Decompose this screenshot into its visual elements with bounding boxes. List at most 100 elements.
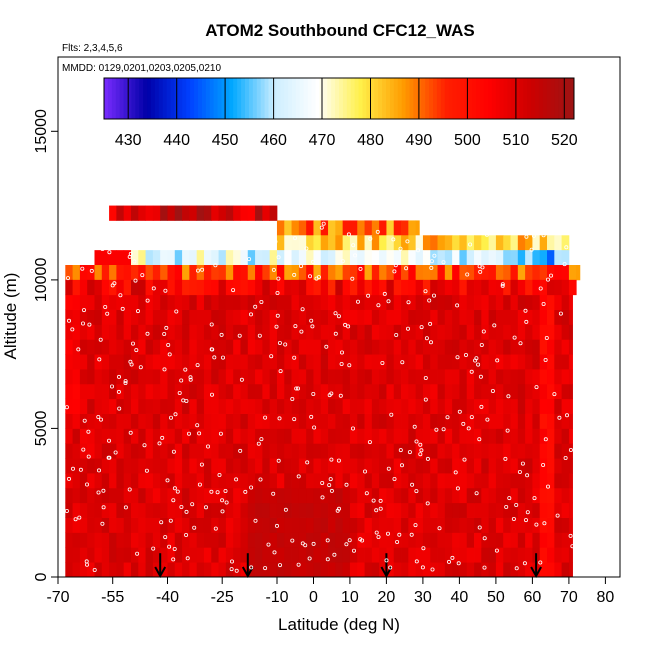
sample-point [455, 355, 460, 360]
colorbar-swatch [476, 78, 481, 119]
sample-point [107, 455, 112, 460]
heatmap-cell [145, 250, 154, 266]
heatmap-cell [291, 369, 300, 385]
heatmap-cell [422, 339, 431, 355]
heatmap-cell [488, 250, 497, 266]
heatmap-cell [568, 547, 573, 563]
heatmap-cell [79, 294, 88, 310]
heatmap-cell [87, 428, 95, 444]
heatmap-cell [291, 428, 300, 444]
colorbar-swatch [460, 78, 465, 119]
heatmap-cell [152, 428, 161, 444]
colorbar-swatch [268, 78, 273, 119]
heatmap-cell [203, 443, 212, 459]
heatmap-cell [364, 562, 373, 578]
heatmap-cell [225, 532, 234, 548]
sample-point [423, 397, 428, 402]
sample-point [253, 518, 258, 523]
heatmap-cell [262, 473, 271, 489]
sample-point [382, 291, 387, 296]
heatmap-cell [196, 309, 205, 325]
heatmap-cell [379, 250, 387, 266]
heatmap-cell [437, 279, 446, 296]
heatmap-cell [152, 443, 161, 459]
heatmap-cell [101, 369, 110, 385]
heatmap-cell [466, 443, 475, 459]
heatmap-cell [386, 473, 395, 489]
sample-point [346, 232, 351, 237]
sample-point [237, 333, 242, 338]
heatmap-cell [342, 235, 351, 251]
heatmap-cell [298, 428, 307, 444]
heatmap-cell [284, 502, 292, 518]
sample-point [395, 540, 400, 545]
heatmap-cell [276, 250, 285, 266]
colorbar-swatch [386, 78, 391, 119]
heatmap-cell [386, 502, 395, 518]
heatmap-cell [444, 279, 453, 296]
heatmap-cell [349, 339, 358, 355]
sample-point [538, 560, 543, 565]
sample-point [294, 386, 299, 391]
heatmap-cell [408, 265, 417, 281]
heatmap-cell [298, 220, 307, 236]
heatmap-cell [306, 517, 314, 533]
heatmap-cell [284, 443, 292, 459]
heatmap-cell [452, 369, 460, 385]
heatmap-cell [554, 339, 563, 355]
heatmap-cell [379, 235, 387, 251]
heatmap-cell [422, 517, 431, 533]
sample-point [495, 358, 500, 363]
heatmap-cell [123, 294, 132, 310]
colorbar-swatch [530, 78, 536, 119]
heatmap-cell [203, 265, 212, 281]
sample-point [292, 272, 297, 277]
heatmap-cell [211, 458, 219, 474]
sample-point [463, 352, 468, 357]
colorbar-swatch [342, 78, 348, 119]
heatmap-cell [452, 562, 460, 578]
heatmap-cell [474, 265, 482, 281]
sample-point [292, 236, 297, 241]
heatmap-cell [189, 279, 198, 296]
heatmap-cell [539, 309, 548, 325]
heatmap-cell [123, 428, 132, 444]
heatmap-cell [349, 265, 358, 281]
plot-frame [57, 56, 621, 578]
heatmap-cell [561, 517, 570, 533]
heatmap-cell [495, 369, 504, 385]
heatmap-cell [357, 369, 365, 385]
heatmap-cell [79, 354, 88, 370]
heatmap-cell [313, 547, 322, 563]
heatmap-cell [474, 562, 482, 578]
heatmap-cell [437, 502, 446, 518]
sample-point [469, 415, 474, 420]
sample-point [398, 246, 403, 251]
heatmap-cell [386, 354, 395, 370]
sample-point [371, 498, 376, 503]
heatmap-cell [444, 562, 453, 578]
heatmap-cell [349, 517, 358, 533]
heatmap-cell [452, 502, 460, 518]
heatmap-cell [437, 458, 446, 474]
heatmap-cell [568, 458, 573, 474]
heatmap-cell [357, 235, 365, 251]
sample-point [418, 452, 423, 457]
heatmap-cell [466, 502, 475, 518]
sample-point [80, 266, 85, 271]
heatmap-cell [101, 265, 110, 281]
heatmap-cell [525, 339, 533, 355]
sample-point [101, 488, 106, 493]
heatmap-cell [335, 413, 344, 429]
heatmap-cell [109, 324, 117, 340]
heatmap-cell [379, 383, 387, 400]
heatmap-cell [109, 398, 117, 414]
heatmap-cell [174, 532, 183, 548]
heatmap-cell [72, 413, 81, 429]
heatmap-cell [503, 562, 511, 578]
heatmap-cell [364, 354, 373, 370]
heatmap-cell [525, 562, 533, 578]
sample-point [209, 392, 214, 397]
heatmap-cell [152, 502, 161, 518]
heatmap-cell [474, 502, 482, 518]
